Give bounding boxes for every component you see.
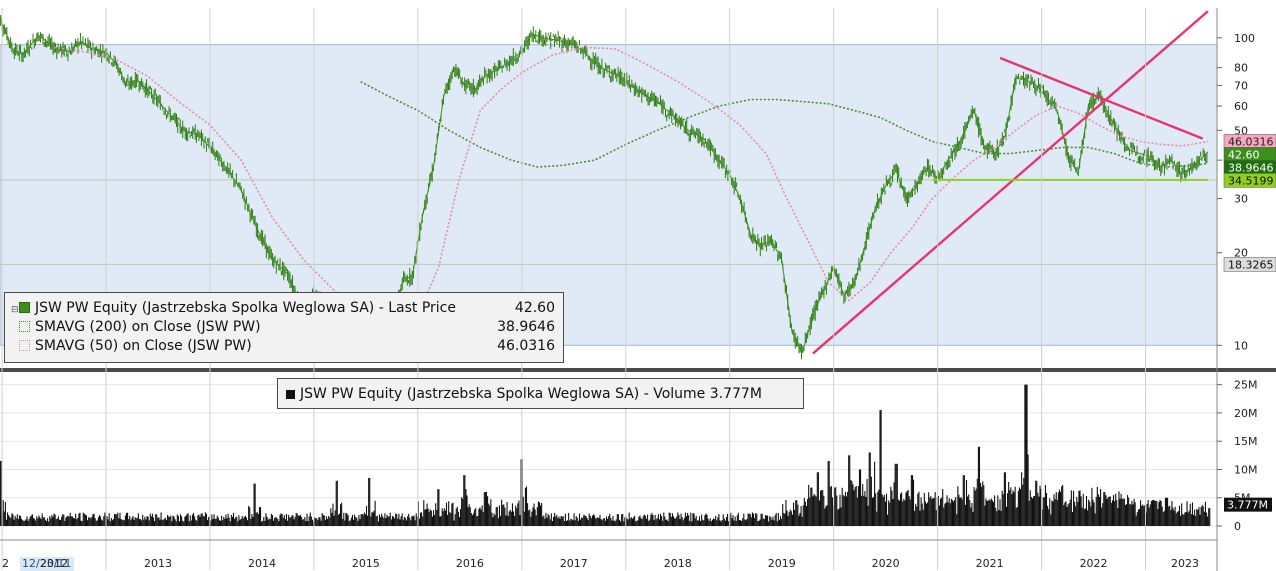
price-tick-label: 80 — [1234, 62, 1248, 75]
legend-value: 42.60 — [514, 300, 555, 316]
x-tick-label: 2 — [2, 557, 9, 570]
sma50-line — [53, 46, 1209, 328]
trendline — [999, 56, 1204, 140]
legend-label: JSW PW Equity (Jastrzebska Spolka Weglow… — [35, 300, 456, 316]
legend-label: SMAVG (200) on Close (JSW PW) — [35, 319, 261, 335]
price-tick-label: 20 — [1234, 247, 1248, 260]
price-callout-label: 46.0316 — [1228, 135, 1274, 148]
price-tick-label: 50 — [1234, 124, 1248, 137]
price-tick-label: 100 — [1234, 32, 1255, 45]
x-tick-label: 2016 — [456, 557, 484, 570]
price-callout-label: 38.9646 — [1228, 161, 1274, 174]
price-line — [0, 16, 1209, 354]
price-tick-label: 30 — [1234, 193, 1248, 206]
start-date-label: 12/23/11 — [22, 557, 71, 570]
legend-value: 46.0316 — [497, 338, 555, 354]
price-callout-label: 18.3265 — [1228, 258, 1274, 271]
volume-tick-label: 20M — [1234, 407, 1258, 420]
legend-row-sma200: SMAVG (200) on Close (JSW PW) 38.9646 — [11, 318, 563, 337]
x-tick-label: 2017 — [560, 557, 588, 570]
x-tick-label: 2023 — [1171, 557, 1199, 570]
x-tick-label: 2015 — [352, 557, 380, 570]
legend-label: JSW PW Equity (Jastrzebska Spolka Weglow… — [300, 386, 706, 402]
volume-tick-label: 10M — [1234, 463, 1258, 476]
price-swatch-icon — [19, 302, 30, 313]
price-callout-label: 34.5199 — [1228, 174, 1274, 187]
sma200-line — [360, 80, 1208, 168]
start-date-box — [20, 557, 74, 571]
volume-legend: JSW PW Equity (Jastrzebska Spolka Weglow… — [277, 378, 804, 409]
x-tick-label: 2021 — [976, 557, 1004, 570]
price-callout-label: 42.60 — [1228, 148, 1260, 161]
volume-tick-label: 25M — [1234, 379, 1258, 392]
volume-callout-label: 3.777M — [1227, 499, 1268, 512]
volume-panel — [0, 373, 1217, 540]
price-tick-label: 70 — [1234, 79, 1248, 92]
legend-row-volume: JSW PW Equity (Jastrzebska Spolka Weglow… — [286, 385, 803, 404]
volume-tick-label: 15M — [1234, 435, 1258, 448]
price-legend: ⊟ JSW PW Equity (Jastrzebska Spolka Weglo… — [4, 292, 564, 363]
volume-swatch-icon — [286, 390, 295, 399]
price-callout-box — [1223, 173, 1276, 188]
x-tick-label: 2019 — [768, 557, 796, 570]
x-tick-label: 2014 — [248, 557, 276, 570]
price-callout-box — [1223, 257, 1276, 272]
collapse-icon[interactable]: ⊟ — [11, 305, 19, 315]
x-tick-label: 2018 — [664, 557, 692, 570]
price-tick-label: 10 — [1234, 339, 1248, 352]
legend-row-sma50: SMAVG (50) on Close (JSW PW) 46.0316 — [11, 337, 563, 356]
trendline — [812, 10, 1209, 355]
x-tick-label: 2013 — [144, 557, 172, 570]
sma200-swatch-icon — [19, 321, 30, 332]
legend-label: SMAVG (50) on Close (JSW PW) — [35, 338, 252, 354]
legend-value: 38.9646 — [497, 319, 555, 335]
x-tick-label: 2012 — [40, 557, 68, 570]
x-tick-label: 2020 — [872, 557, 900, 570]
legend-value: 3.777M — [709, 386, 762, 402]
price-tick-label: 60 — [1234, 100, 1248, 113]
right-axis: 102030405060708010046.031642.6038.964634… — [1216, 8, 1276, 571]
sma50-swatch-icon — [19, 340, 30, 351]
volume-callout-box — [1224, 497, 1272, 512]
legend-row-last-price: ⊟ JSW PW Equity (Jastrzebska Spolka Weglo… — [11, 299, 563, 318]
x-tick-label: 2022 — [1080, 557, 1108, 570]
panel-separator — [0, 368, 1276, 372]
volume-tick-label: 0 — [1234, 520, 1241, 533]
